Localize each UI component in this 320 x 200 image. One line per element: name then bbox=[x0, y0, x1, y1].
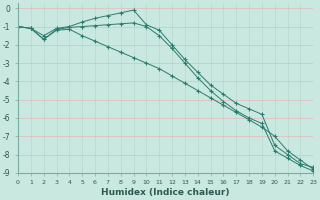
X-axis label: Humidex (Indice chaleur): Humidex (Indice chaleur) bbox=[101, 188, 230, 197]
